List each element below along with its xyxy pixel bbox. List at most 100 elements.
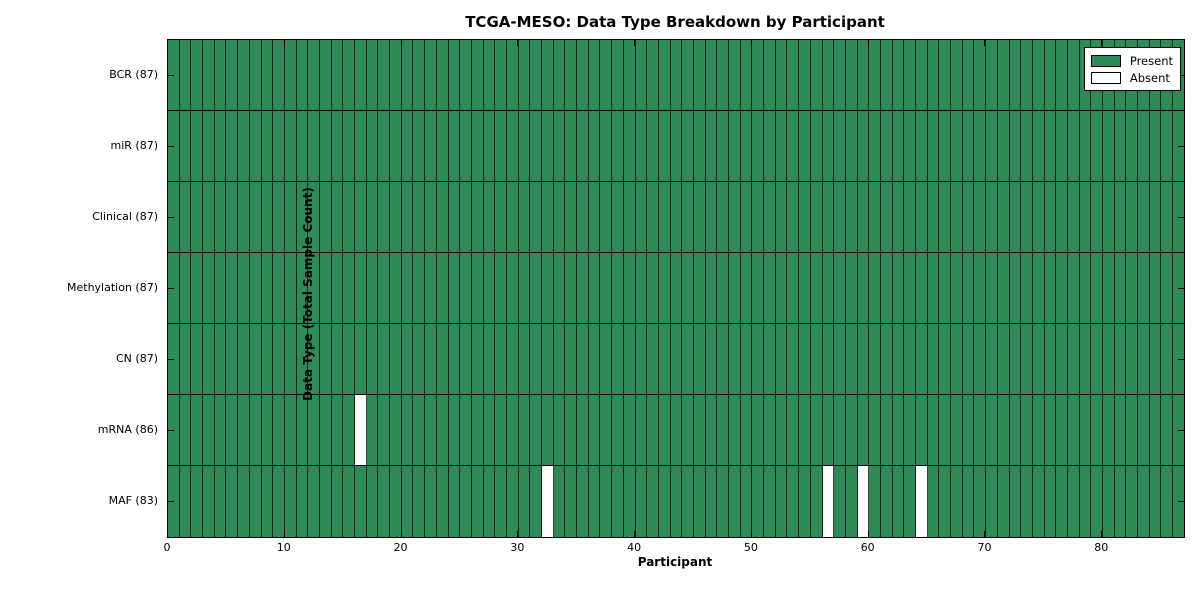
- cell: [355, 40, 367, 110]
- cell: [273, 182, 285, 252]
- x-tick-mark: [167, 531, 168, 537]
- y-tick-mark: [1178, 287, 1184, 289]
- cell: [904, 253, 916, 323]
- cell: [729, 182, 741, 252]
- cell: [448, 182, 461, 252]
- cell: [296, 395, 309, 465]
- cell: [845, 182, 858, 252]
- cell: [366, 324, 379, 394]
- cell: [1044, 324, 1057, 394]
- cell: [1091, 253, 1103, 323]
- cell: [471, 466, 484, 537]
- cell: [483, 253, 496, 323]
- cell: [892, 253, 905, 323]
- cell: [600, 40, 613, 110]
- cell: [588, 111, 601, 181]
- cell: [226, 182, 239, 252]
- cell: [273, 253, 285, 323]
- cell: [261, 466, 274, 537]
- cell: [1079, 395, 1092, 465]
- cell: [612, 324, 624, 394]
- cell: [1044, 40, 1057, 110]
- cell: [1079, 182, 1092, 252]
- cell: [740, 40, 753, 110]
- cell: [974, 253, 987, 323]
- cell: [355, 395, 367, 465]
- cell: [927, 395, 940, 465]
- cell: [390, 253, 402, 323]
- cell: [693, 40, 706, 110]
- y-tick-label: Methylation (87): [67, 280, 158, 294]
- cell: [600, 182, 613, 252]
- cell: [1067, 40, 1080, 110]
- cell: [1009, 253, 1022, 323]
- cell: [670, 395, 683, 465]
- x-tick-mark: [750, 40, 752, 46]
- cell: [577, 40, 589, 110]
- cell: [787, 324, 800, 394]
- y-tick-mark: [1178, 500, 1184, 502]
- cell: [542, 40, 554, 110]
- cell: [729, 40, 741, 110]
- cell: [647, 324, 659, 394]
- cell: [834, 40, 846, 110]
- cell: [939, 40, 952, 110]
- cell: [834, 111, 846, 181]
- cell: [1009, 324, 1022, 394]
- cell: [799, 182, 811, 252]
- cell: [284, 182, 297, 252]
- cell: [986, 253, 998, 323]
- cell: [869, 395, 881, 465]
- cell: [775, 253, 788, 323]
- cell: [951, 40, 963, 110]
- cell: [390, 395, 402, 465]
- cell: [390, 111, 402, 181]
- cell: [460, 466, 472, 537]
- cell: [565, 466, 578, 537]
- cell: [764, 324, 776, 394]
- cell: [857, 466, 870, 537]
- x-tick-label: 60: [860, 541, 875, 554]
- cell: [1103, 182, 1115, 252]
- cell: [191, 111, 204, 181]
- cell: [916, 182, 928, 252]
- cell: [577, 253, 589, 323]
- cell: [1056, 324, 1068, 394]
- cell: [974, 111, 987, 181]
- cell: [238, 182, 250, 252]
- plot-area: Present Absent: [167, 39, 1185, 538]
- cell: [238, 111, 250, 181]
- cell: [729, 253, 741, 323]
- cell: [203, 182, 215, 252]
- cell: [319, 40, 332, 110]
- heatmap-row-mrna: [168, 395, 1184, 466]
- x-tick-mark: [634, 531, 636, 537]
- cell: [518, 253, 531, 323]
- cell: [1138, 466, 1150, 537]
- cell: [495, 253, 507, 323]
- cell: [355, 466, 367, 537]
- cell: [810, 111, 823, 181]
- cell: [284, 253, 297, 323]
- cell: [997, 111, 1010, 181]
- x-tick-mark: [984, 40, 986, 46]
- cell: [1079, 253, 1092, 323]
- cell: [425, 40, 437, 110]
- cell: [1091, 111, 1103, 181]
- cell: [1103, 253, 1115, 323]
- cell: [343, 253, 355, 323]
- cell: [471, 395, 484, 465]
- cell: [226, 466, 239, 537]
- cell: [869, 466, 881, 537]
- cell: [214, 324, 227, 394]
- cell: [179, 395, 192, 465]
- cell: [343, 40, 355, 110]
- cell: [623, 466, 636, 537]
- cell: [1091, 395, 1103, 465]
- cell: [682, 111, 694, 181]
- heatmap-row-cn: [168, 324, 1184, 395]
- cell: [623, 40, 636, 110]
- cell: [845, 111, 858, 181]
- cell: [483, 395, 496, 465]
